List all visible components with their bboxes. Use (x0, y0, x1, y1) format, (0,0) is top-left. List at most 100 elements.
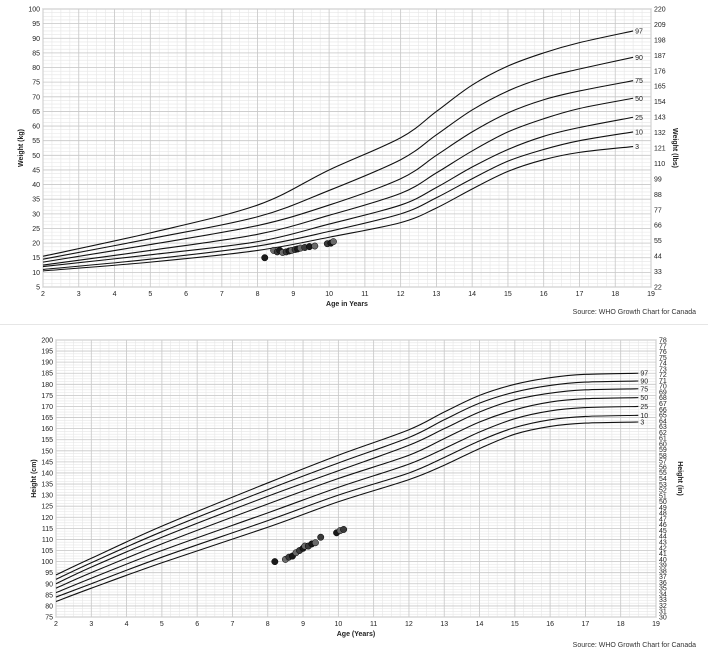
height-y-tick-label: 95 (45, 570, 53, 577)
weight-x-tick-label: 14 (468, 291, 476, 298)
weight-x-tick-label: 18 (611, 291, 619, 298)
height-y-right-tick-label: 33 (659, 597, 667, 604)
weight-y-tick-label: 85 (32, 50, 40, 57)
height-y-tick-label: 85 (45, 592, 53, 599)
height-y-right-tick-label: 69 (659, 389, 667, 396)
weight-percentile-90-line (42, 56, 634, 260)
height-x-tick-label: 8 (266, 621, 270, 628)
height-x-tick-label: 2 (54, 621, 58, 628)
height-x-tick-label: 3 (89, 621, 93, 628)
weight-y-tick-label: 75 (32, 80, 40, 87)
height-x-tick-label: 6 (195, 621, 199, 628)
weight-percentile-3-label: 3 (635, 144, 639, 151)
height-y-right-tick-label: 64 (659, 418, 667, 425)
weight-y-right-tick-label: 99 (654, 176, 662, 183)
height-y-right-tick-label: 35 (659, 586, 667, 593)
weight-y-right-tick-label: 187 (654, 53, 666, 60)
height-y-right-tick-label: 71 (659, 378, 667, 385)
height-y-right-tick-label: 65 (659, 413, 667, 420)
weight-y-tick-label: 100 (28, 7, 40, 14)
weight-x-tick-label: 5 (148, 291, 152, 298)
height-y-right-tick-label: 77 (659, 343, 667, 350)
weight-y-right-tick-label: 44 (654, 254, 662, 261)
weight-percentile-97-line (42, 30, 634, 257)
height-percentile-75-line (55, 388, 639, 585)
height-y-right-tick-label: 48 (659, 511, 667, 518)
weight-y-tick-label: 60 (32, 124, 40, 131)
height-x-tick-label: 18 (617, 621, 625, 628)
weight-percentile-50-line (42, 97, 634, 266)
height-y-right-tick-label: 44 (659, 534, 667, 541)
height-y-tick-label: 190 (41, 360, 53, 367)
height-chart-svg: 2 3 4 5 6 7 8 9 10 11 12 13 14 15 16 17 18 19758085909510… (31, 338, 683, 639)
weight-x-axis-title: Age in Years (326, 301, 368, 308)
weight-x-tick-label: 2 (41, 291, 45, 298)
height-percentile-10-line (55, 414, 639, 598)
height-y-right-tick-label: 47 (659, 516, 667, 523)
height-y-right-tick-label: 72 (659, 372, 667, 379)
weight-x-tick-label: 4 (113, 291, 117, 298)
height-chart-source: Source: WHO Growth Chart for Canada (572, 642, 696, 649)
weight-x-tick-label: 15 (504, 291, 512, 298)
weight-y-right-tick-label: 121 (654, 146, 666, 153)
weight-y-tick-label: 45 (32, 167, 40, 174)
weight-percentile-75-line (42, 80, 634, 263)
height-measurement-point (340, 526, 348, 533)
height-percentile-90-line (55, 380, 639, 580)
weight-y-tick-label: 5 (36, 285, 40, 292)
weight-y-tick-label: 90 (32, 36, 40, 43)
height-y-tick-label: 145 (41, 459, 53, 466)
height-y-right-tick-label: 78 (659, 338, 667, 345)
weight-x-tick-label: 6 (184, 291, 188, 298)
weight-x-tick-label: 7 (220, 291, 224, 298)
height-y-right-tick-label: 61 (659, 436, 667, 443)
height-y-right-tick-label: 59 (659, 447, 667, 454)
height-y-right-tick-label: 31 (659, 609, 667, 616)
height-percentile-90-label: 90 (640, 378, 648, 385)
weight-percentile-90-label: 90 (635, 55, 643, 62)
height-y-tick-label: 200 (41, 338, 53, 345)
height-y-tick-label: 165 (41, 415, 53, 422)
height-x-tick-label: 4 (125, 621, 129, 628)
weight-percentile-3-line (42, 145, 634, 272)
height-x-tick-label: 10 (334, 621, 342, 628)
height-y-right-tick-label: 53 (659, 482, 667, 489)
height-y-tick-label: 180 (41, 382, 53, 389)
height-y-right-tick-label: 37 (659, 574, 667, 581)
weight-percentile-10-line (42, 131, 634, 270)
height-y-right-tick-label: 36 (659, 580, 667, 587)
height-percentile-75-label: 75 (640, 386, 648, 393)
weight-y-right-tick-label: 55 (654, 238, 662, 245)
height-x-tick-label: 7 (231, 621, 235, 628)
height-x-tick-label: 5 (160, 621, 164, 628)
weight-y-right-tick-label: 154 (654, 99, 666, 106)
height-percentile-97-line (55, 372, 639, 576)
weight-y-right-tick-label: 176 (654, 68, 666, 75)
height-y-right-tick-label: 63 (659, 424, 667, 431)
height-percentile-25-line (55, 405, 639, 594)
chart-divider (0, 324, 708, 329)
height-y-right-tick-label: 54 (659, 476, 667, 483)
weight-y-right-tick-label: 88 (654, 192, 662, 199)
height-x-tick-label: 16 (546, 621, 554, 628)
height-y-tick-label: 130 (41, 493, 53, 500)
weight-y-right-tick-label: 110 (654, 161, 665, 168)
height-y-tick-label: 115 (42, 526, 53, 533)
weight-y-right-tick-label: 77 (654, 207, 662, 214)
height-percentile-3-line (55, 421, 639, 603)
height-y-right-tick-label: 41 (659, 551, 667, 558)
height-y-right-tick-label: 39 (659, 563, 667, 570)
height-x-tick-label: 15 (511, 621, 519, 628)
weight-percentile-25-line (42, 116, 634, 268)
height-y-axis-title: Height (cm) (31, 459, 38, 498)
weight-x-tick-label: 16 (540, 291, 548, 298)
weight-y-tick-label: 95 (32, 21, 40, 28)
weight-percentile-25-label: 25 (635, 115, 643, 122)
weight-x-tick-label: 12 (397, 291, 405, 298)
height-percentile-97-label: 97 (640, 371, 648, 378)
height-y-tick-label: 185 (41, 371, 53, 378)
height-y-tick-label: 140 (41, 470, 53, 477)
height-y-tick-label: 195 (41, 349, 53, 356)
height-y-tick-label: 75 (45, 615, 53, 622)
height-y-right-tick-label: 75 (659, 355, 667, 362)
